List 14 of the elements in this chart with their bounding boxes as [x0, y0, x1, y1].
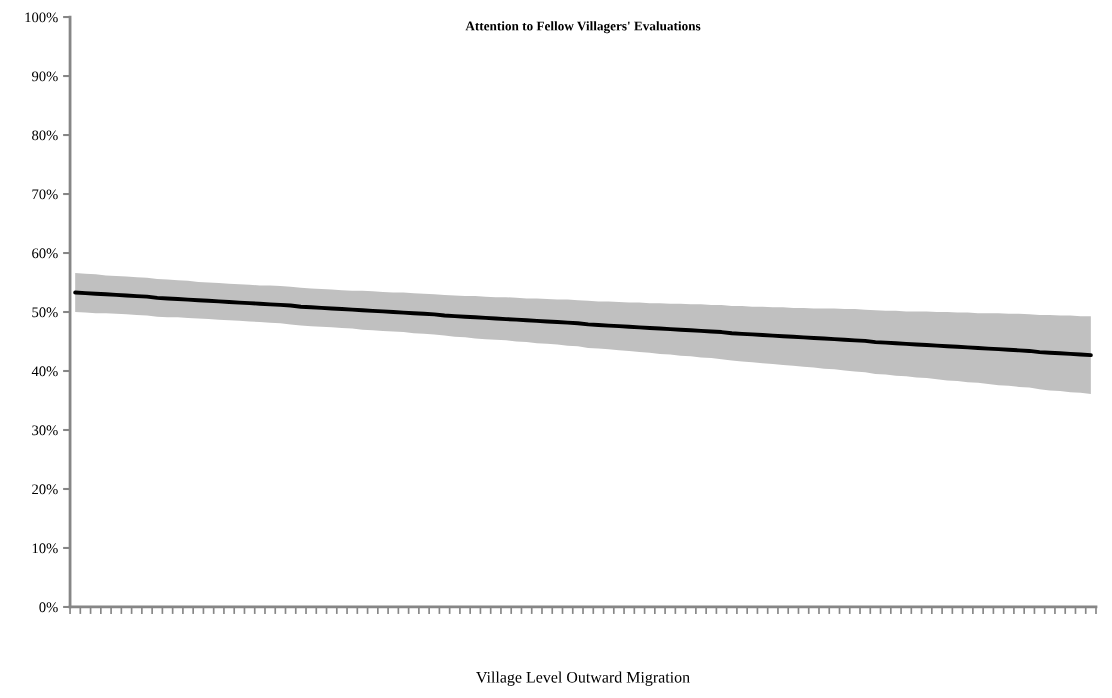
- y-tick-label: 60%: [32, 248, 58, 259]
- chart-title: Attention to Fellow Villagers' Evaluations: [465, 21, 701, 34]
- y-tick-label: 40%: [31, 366, 58, 377]
- y-tick-label: 30%: [32, 425, 58, 436]
- y-tick-label: 100%: [25, 12, 58, 23]
- y-tick-label: 10%: [32, 543, 58, 554]
- y-tick-label: 90%: [31, 71, 58, 82]
- y-tick-label: 80%: [32, 130, 58, 141]
- x-axis-title: Village Level Outward Migration: [476, 671, 690, 686]
- y-tick-label: 70%: [32, 189, 58, 200]
- line-series: [73, 290, 1093, 358]
- y-tick-label: 50%: [32, 307, 58, 318]
- y-tick-label: 20%: [32, 484, 58, 495]
- y-tick-label: 0%: [39, 602, 58, 613]
